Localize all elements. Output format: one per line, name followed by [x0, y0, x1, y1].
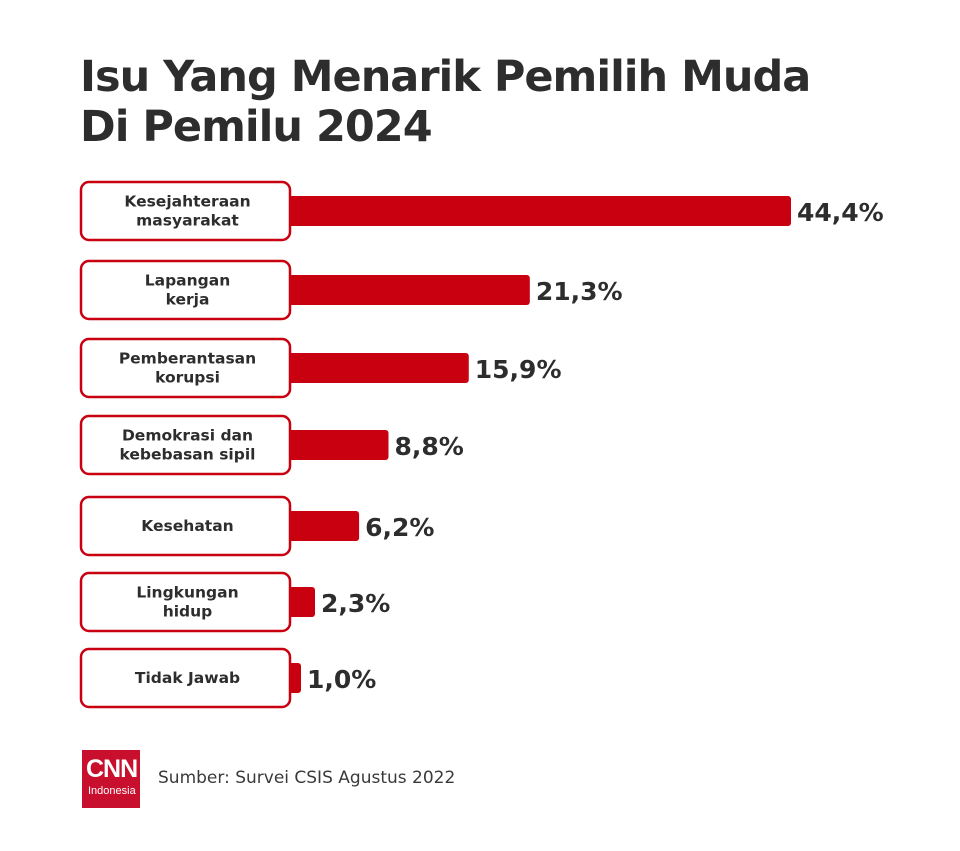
value-label-3: 15,9%	[475, 355, 562, 384]
value-label-7: 1,0%	[307, 665, 376, 694]
category-label-2: Lapangan kerja	[145, 272, 231, 309]
bar-1	[283, 196, 791, 226]
category-label-4: Demokrasi dan kebebasan sipil	[120, 427, 256, 464]
chart-title-line-1: Isu Yang Menarik Pemilih Muda	[80, 52, 811, 102]
category-box-6	[79, 571, 292, 633]
category-box-7	[79, 647, 292, 709]
bar-2	[283, 275, 530, 305]
category-label-3: Pemberantasan korupsi	[119, 350, 256, 387]
source-note: Sumber: Survei CSIS Agustus 2022	[158, 768, 456, 788]
category-label-6: Lingkungan hidup	[136, 584, 238, 621]
category-box-2	[79, 259, 292, 321]
category-label-7: Tidak Jawab	[135, 669, 240, 687]
cnn-indonesia-logo: CNN Indonesia	[82, 750, 140, 808]
category-label-5: Kesehatan	[141, 517, 233, 535]
category-box-5	[79, 495, 292, 557]
category-box-1	[79, 180, 292, 242]
value-label-2: 21,3%	[536, 277, 623, 306]
category-box-4	[79, 414, 292, 476]
value-label-4: 8,8%	[394, 432, 463, 461]
logo-indonesia-text: Indonesia	[88, 785, 136, 797]
bar-4	[283, 430, 389, 460]
bar-5	[283, 511, 360, 541]
bar-3	[283, 353, 469, 383]
category-box-3	[79, 337, 292, 399]
bar-chart: Kesejahteraan masyarakat 44,4% Lapangan kerj…	[79, 180, 884, 709]
logo-cnn-text: CNN	[86, 755, 138, 783]
chart-title-line-2: Di Pemilu 2024	[80, 102, 433, 152]
category-label-1: Kesejahteraan masyarakat	[124, 193, 250, 230]
value-label-6: 2,3%	[321, 589, 390, 618]
value-label-1: 44,4%	[797, 198, 884, 227]
chart-title: Isu Yang Menarik Pemilih Muda Di Pemilu …	[80, 52, 811, 152]
value-label-5: 6,2%	[365, 513, 434, 542]
